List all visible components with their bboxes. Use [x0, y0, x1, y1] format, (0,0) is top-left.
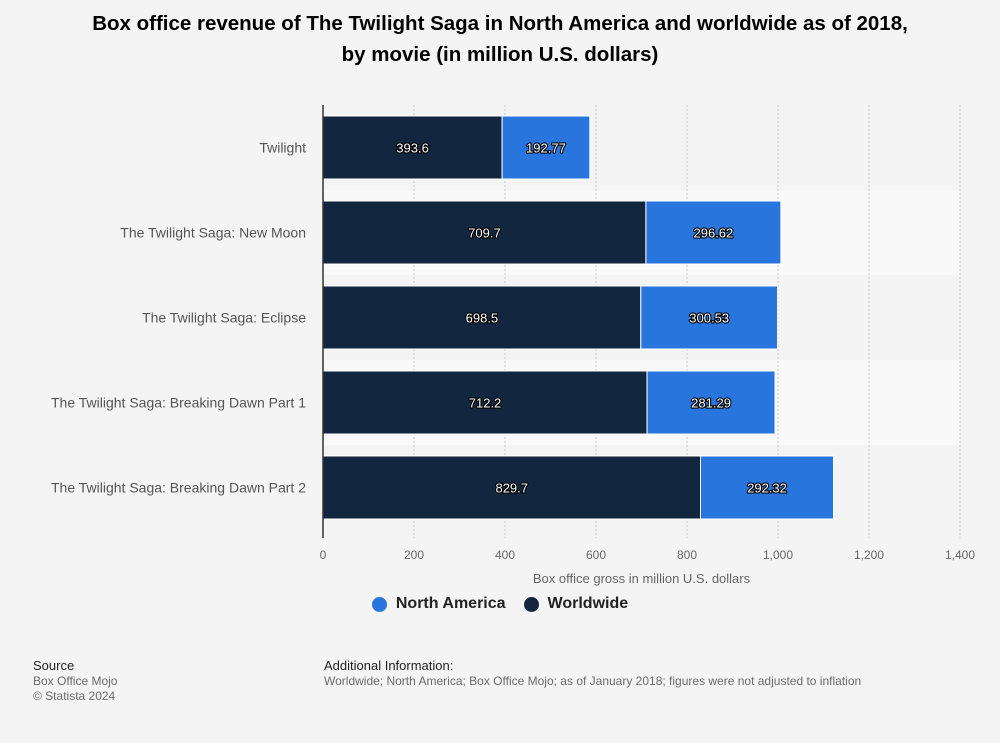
- category-label-the-twilight-saga-eclipse: The Twilight Saga: Eclipse: [142, 310, 306, 326]
- chart-legend: North America Worldwide: [0, 595, 1000, 613]
- category-label-the-twilight-saga-breaking-dawn-part-2: The Twilight Saga: Breaking Dawn Part 2: [51, 480, 306, 496]
- additional-info-heading: Additional Information:: [324, 658, 454, 673]
- bar-chart: 393.6 192.77 Twilight 709.7 296.62 The Twilig…: [51, 105, 975, 586]
- x-tick-label-400: 400: [495, 548, 515, 562]
- data-label-worldwide-the-twilight-saga-breaking-dawn-part-1: 712.2: [469, 396, 502, 411]
- data-label-north-america-the-twilight-saga-new-moon: 296.62: [694, 226, 734, 241]
- bar-worldwide-the-twilight-saga-breaking-dawn-part-1: [322, 370, 648, 435]
- data-label-worldwide-the-twilight-saga-breaking-dawn-part-2: 829.7: [495, 481, 528, 496]
- data-label-north-america-the-twilight-saga-breaking-dawn-part-1: 281.29: [691, 396, 731, 411]
- bar-north-america-twilight: [501, 115, 591, 180]
- bar-north-america-the-twilight-saga-breaking-dawn-part-2: [700, 455, 835, 520]
- category-label-twilight: Twilight: [259, 140, 306, 156]
- bar-worldwide-the-twilight-saga-breaking-dawn-part-2: [322, 455, 702, 520]
- x-tick-label-800: 800: [677, 548, 697, 562]
- x-tick-label-0: 0: [320, 548, 327, 562]
- legend-item-worldwide[interactable]: Worldwide: [523, 595, 629, 613]
- data-label-north-america-the-twilight-saga-breaking-dawn-part-2: 292.32: [747, 481, 787, 496]
- chart-title-line-2: by movie (in million U.S. dollars): [341, 43, 659, 66]
- data-label-worldwide-the-twilight-saga-eclipse: 698.5: [466, 311, 499, 326]
- bar-north-america-the-twilight-saga-breaking-dawn-part-1: [646, 370, 776, 435]
- x-tick-label-1000: 1,000: [763, 548, 793, 562]
- bar-worldwide-the-twilight-saga-new-moon: [322, 200, 647, 265]
- legend-marker-north-america: [371, 596, 387, 612]
- additional-info-block: Additional Information: Worldwide; North…: [324, 658, 861, 689]
- bar-worldwide-the-twilight-saga-eclipse: [322, 285, 642, 350]
- data-label-north-america-twilight: 192.77: [526, 141, 566, 156]
- legend-label-north-america: North America: [395, 595, 506, 612]
- legend-marker-worldwide: [523, 596, 539, 612]
- x-axis-title: Box office gross in million U.S. dollars: [533, 571, 751, 586]
- bar-north-america-the-twilight-saga-new-moon: [645, 200, 782, 265]
- x-tick-label-600: 600: [586, 548, 606, 562]
- data-label-north-america-the-twilight-saga-eclipse: 300.53: [689, 311, 729, 326]
- chart-title: Box office revenue of The Twilight Saga …: [40, 8, 960, 70]
- x-tick-label-1400: 1,400: [945, 548, 975, 562]
- chart-title-line-1: Box office revenue of The Twilight Saga …: [92, 12, 908, 35]
- legend-label-worldwide: Worldwide: [547, 595, 629, 612]
- x-tick-label-1200: 1,200: [854, 548, 884, 562]
- legend-item-north-america[interactable]: North America: [371, 595, 506, 613]
- source-block: Source Box Office Mojo © Statista 2024: [33, 658, 117, 705]
- x-tick-label-200: 200: [404, 548, 424, 562]
- data-label-worldwide-twilight: 393.6: [396, 141, 429, 156]
- additional-info-text: Worldwide; North America; Box Office Moj…: [324, 673, 862, 688]
- source-heading: Source: [33, 658, 75, 673]
- category-label-the-twilight-saga-breaking-dawn-part-1: The Twilight Saga: Breaking Dawn Part 1: [51, 395, 306, 411]
- bar-north-america-the-twilight-saga-eclipse: [640, 285, 779, 350]
- data-label-worldwide-the-twilight-saga-new-moon: 709.7: [468, 226, 501, 241]
- category-label-the-twilight-saga-new-moon: The Twilight Saga: New Moon: [120, 225, 306, 241]
- source-name[interactable]: Box Office Mojo: [33, 673, 118, 688]
- copyright: © Statista 2024: [33, 689, 116, 703]
